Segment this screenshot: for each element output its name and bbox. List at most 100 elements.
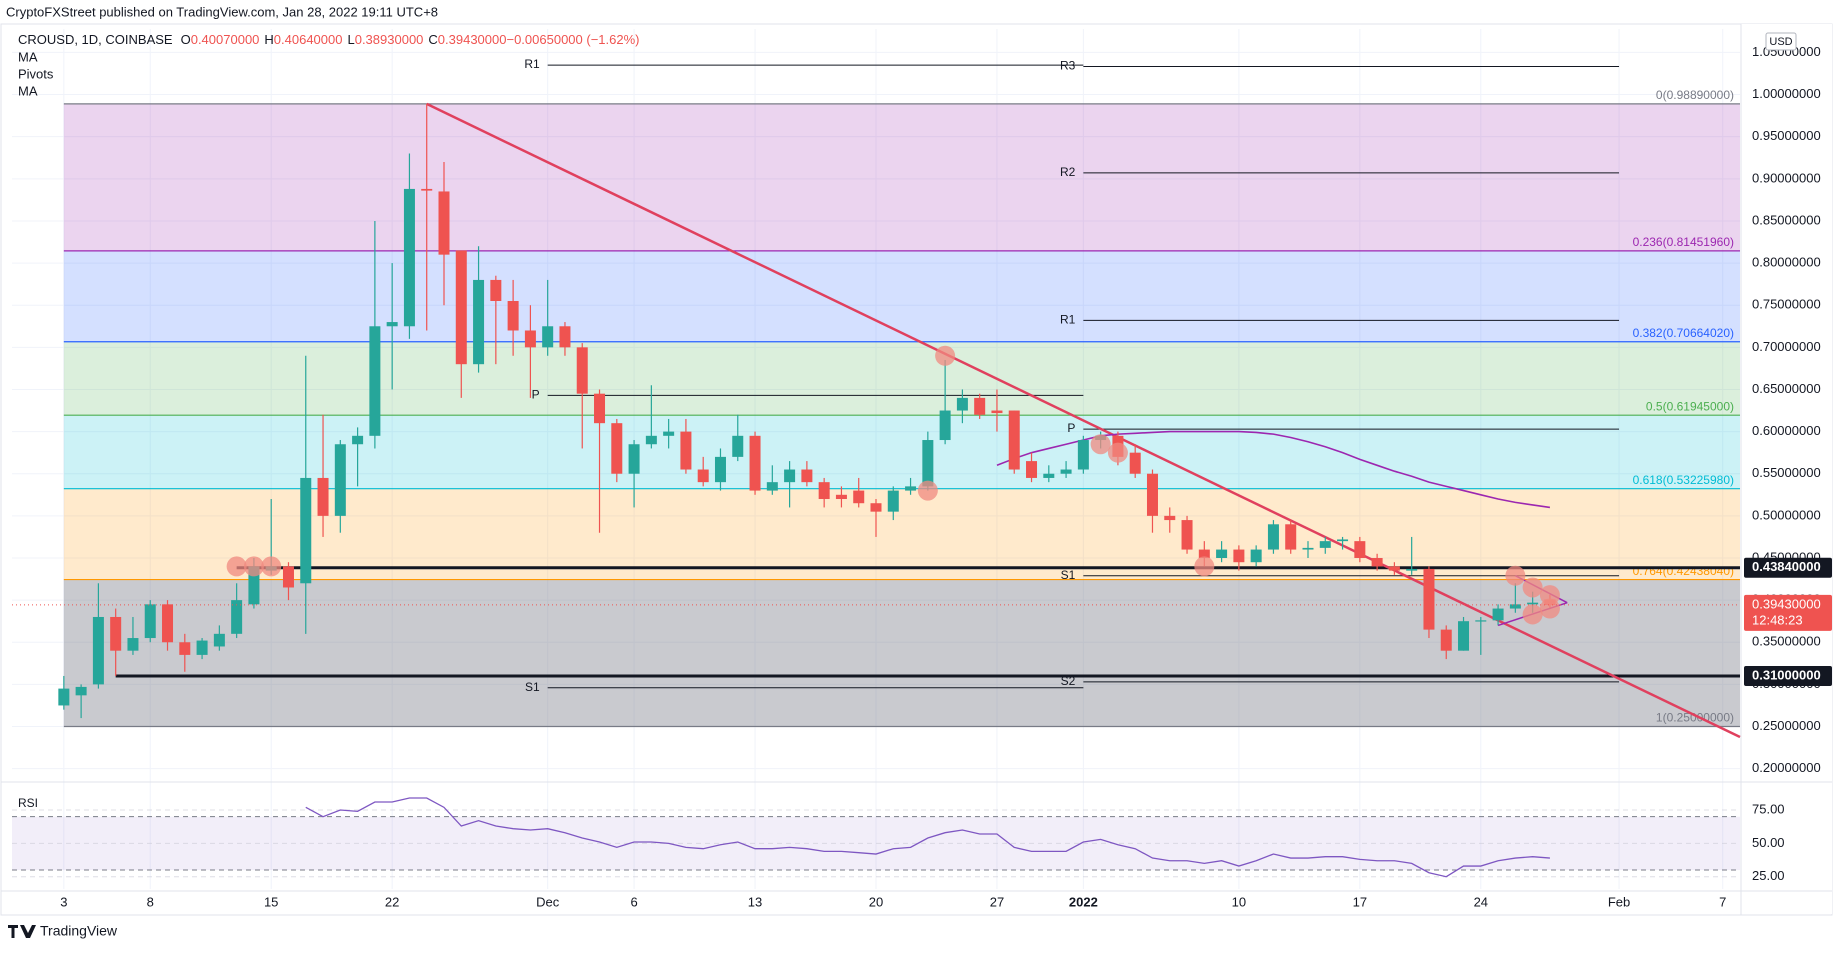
candle-body (282, 566, 294, 588)
fib-label: 0.236(0.81451960) (1633, 235, 1734, 249)
candle-body (507, 300, 519, 331)
fib-band (63, 341, 1741, 416)
candle-body (1388, 566, 1400, 571)
candle-body (179, 642, 191, 655)
candle-body (1302, 547, 1314, 550)
fib-label: 0.5(0.61945000) (1646, 399, 1734, 413)
candle-body (1285, 524, 1297, 550)
indicator-label: MA (18, 83, 38, 98)
candle-body (1267, 524, 1279, 550)
candle-body (766, 482, 778, 491)
countdown-label: 12:48:23 (1752, 612, 1803, 627)
y-tick-label: 0.65000000 (1752, 381, 1821, 396)
ohlc-legend: CROUSD, 1D, COINBASE O0.40070000 H0.406400… (18, 32, 639, 47)
candle-body (1354, 541, 1366, 558)
level-box-label: 0.43840000 (1752, 559, 1821, 574)
x-tick-label: 20 (869, 894, 883, 909)
candle-body (1008, 410, 1020, 470)
y-tick-label: 0.60000000 (1752, 423, 1821, 438)
candle-body (594, 393, 606, 424)
candle-body (1077, 440, 1089, 470)
candle-body (317, 477, 329, 516)
x-tick-label: 17 (1353, 894, 1367, 909)
candle-body (1233, 549, 1245, 563)
highlight-circle (1107, 442, 1128, 463)
indicator-label: Pivots (18, 66, 54, 81)
y-tick-label: 0.35000000 (1752, 634, 1821, 649)
candle-body (887, 490, 899, 512)
level-box (1744, 665, 1832, 686)
candle-body (853, 490, 865, 504)
price-axis-bg (1741, 24, 1832, 914)
pivot-label: R2 (1060, 165, 1076, 179)
level-box-label: 0.31000000 (1752, 667, 1821, 682)
y-tick-label: 0.95000000 (1752, 128, 1821, 143)
candle-body (213, 633, 225, 647)
tv-logo (8, 925, 36, 938)
candle-body (490, 279, 502, 301)
indicator-label: MA (18, 49, 38, 64)
pivot-label: P (1067, 421, 1075, 435)
highlight-circle (917, 480, 938, 501)
fib-band (63, 579, 1741, 727)
candle-body (162, 604, 174, 643)
fib-band (63, 415, 1741, 489)
symbol: CROUSD, 1D, COINBASE (18, 32, 173, 47)
ohlc-value: 0.40640000 (274, 32, 343, 47)
x-tick-label: 7 (1719, 894, 1726, 909)
rsi-tick-label: 75.00 (1752, 801, 1785, 816)
pivot-label: S1 (1061, 568, 1076, 582)
fib-label: 0.764(0.42438040) (1633, 564, 1734, 578)
candle-body (92, 616, 104, 685)
ohlc-value: −0.00650000 (−1.62%) (506, 32, 639, 47)
y-tick-label: 1.00000000 (1752, 86, 1821, 101)
highlight-circle (1539, 598, 1560, 619)
fib-band (63, 488, 1741, 580)
candle-body (1181, 520, 1193, 550)
candle-body (628, 444, 640, 474)
candle-body (1371, 557, 1383, 567)
highlight-circle (261, 556, 282, 577)
pivot-label: R1 (1060, 313, 1076, 327)
ma-line (996, 430, 1551, 509)
candle-body (300, 477, 312, 584)
y-tick-label: 0.75000000 (1752, 297, 1821, 312)
y-tick-label: 0.90000000 (1752, 170, 1821, 185)
highlight-circle (935, 345, 956, 366)
candle-body (58, 688, 70, 706)
trend-line (426, 102, 1741, 739)
candle-body (352, 435, 364, 445)
candle-body (1164, 515, 1176, 521)
candle-body (1198, 549, 1210, 558)
candle-body (386, 322, 398, 327)
candle-body (939, 410, 951, 441)
candle-body (75, 686, 87, 696)
candle-body (455, 250, 467, 365)
pivot-label: P (532, 388, 540, 402)
candle-body (611, 423, 623, 474)
candle-body (905, 486, 917, 491)
candle-body (248, 566, 260, 605)
x-tick-label: Feb (1608, 894, 1630, 909)
fib-label: 0.382(0.70664020) (1633, 326, 1734, 340)
x-tick-label: 8 (147, 894, 154, 909)
candle-body (697, 469, 709, 483)
candle-body (1475, 620, 1487, 622)
candle-body (1250, 549, 1262, 563)
footer-brand: TradingView (40, 923, 118, 939)
fib-band (63, 250, 1741, 342)
candle-body (991, 410, 1003, 414)
highlight-circle (1194, 556, 1215, 577)
candle-body (956, 397, 968, 411)
pivot-label: S2 (1061, 674, 1076, 688)
highlight-circle (1090, 434, 1111, 455)
pivot-label: R3 (1060, 59, 1076, 73)
candle-body (1492, 608, 1504, 621)
currency-label: USD (1769, 36, 1792, 48)
fib-label: 0(0.98890000) (1656, 88, 1734, 102)
ohlc-key: O (181, 32, 191, 47)
candle-body (784, 469, 796, 483)
highlight-circle (1522, 577, 1543, 598)
candle-body (1509, 604, 1521, 609)
